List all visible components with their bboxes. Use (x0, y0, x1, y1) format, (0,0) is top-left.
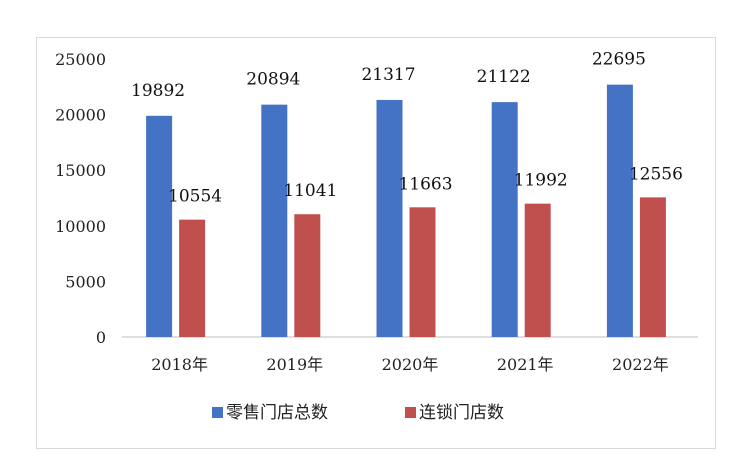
data-label: 19892 (131, 81, 185, 101)
data-label: 22695 (592, 50, 646, 70)
data-label: 21122 (477, 67, 531, 87)
data-label: 11041 (283, 181, 337, 201)
bar-chain-stores (639, 197, 666, 337)
legend: 零售门店总数 连锁门店数 (212, 403, 504, 423)
data-label: 11992 (514, 171, 568, 191)
y-axis: 0 5000 10000 15000 20000 25000 (55, 50, 106, 347)
data-label: 10554 (168, 187, 222, 207)
y-tick-label: 10000 (55, 217, 106, 236)
y-tick-label: 20000 (55, 106, 106, 125)
x-tick-label: 2018年 (151, 355, 208, 374)
x-axis: 2018年 2019年 2020年 2021年 2022年 (122, 336, 698, 374)
data-label: 20894 (246, 70, 300, 90)
legend-label: 连锁门店数 (419, 403, 504, 423)
bar-retail-stores (606, 84, 633, 338)
bar-retail-stores (146, 115, 173, 337)
y-tick-label: 15000 (55, 161, 106, 180)
x-tick-label: 2019年 (266, 355, 323, 374)
bar-retail-stores (376, 99, 403, 338)
bar-chain-stores (409, 207, 436, 337)
y-tick-label: 0 (96, 328, 106, 347)
bar-chain-stores (179, 219, 206, 337)
bar-retail-stores (491, 102, 518, 338)
legend-swatch (212, 407, 223, 418)
x-tick-label: 2021年 (497, 355, 554, 374)
data-labels: 19892 10554 20894 11041 21317 11663 21122 11992… (131, 50, 683, 207)
y-tick-label: 25000 (55, 50, 106, 69)
bar-chain-stores (524, 203, 551, 337)
legend-swatch (405, 407, 416, 418)
bars (146, 84, 666, 338)
y-tick-label: 5000 (65, 272, 106, 291)
data-label: 21317 (361, 65, 415, 85)
legend-label: 零售门店总数 (226, 403, 328, 423)
data-label: 12556 (629, 164, 683, 184)
x-tick-label: 2020年 (382, 355, 439, 374)
bar-chain-stores (294, 214, 321, 337)
bar-retail-stores (261, 104, 288, 337)
x-tick-label: 2022年 (612, 355, 669, 374)
data-label: 11663 (398, 174, 452, 194)
